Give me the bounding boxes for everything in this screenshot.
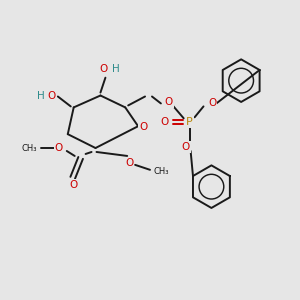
Text: O: O <box>48 91 56 100</box>
Text: CH₃: CH₃ <box>154 167 170 176</box>
Text: H: H <box>112 64 120 74</box>
Text: O: O <box>70 180 78 190</box>
Text: O: O <box>208 98 217 108</box>
Text: O: O <box>139 122 147 132</box>
Text: O: O <box>125 158 133 168</box>
Text: O: O <box>165 98 173 107</box>
Text: O: O <box>161 117 169 127</box>
Text: H: H <box>37 91 45 100</box>
Text: P: P <box>186 117 193 127</box>
Text: CH₃: CH₃ <box>22 143 37 152</box>
Text: O: O <box>55 143 63 153</box>
Text: O: O <box>99 64 108 74</box>
Text: O: O <box>182 142 190 152</box>
